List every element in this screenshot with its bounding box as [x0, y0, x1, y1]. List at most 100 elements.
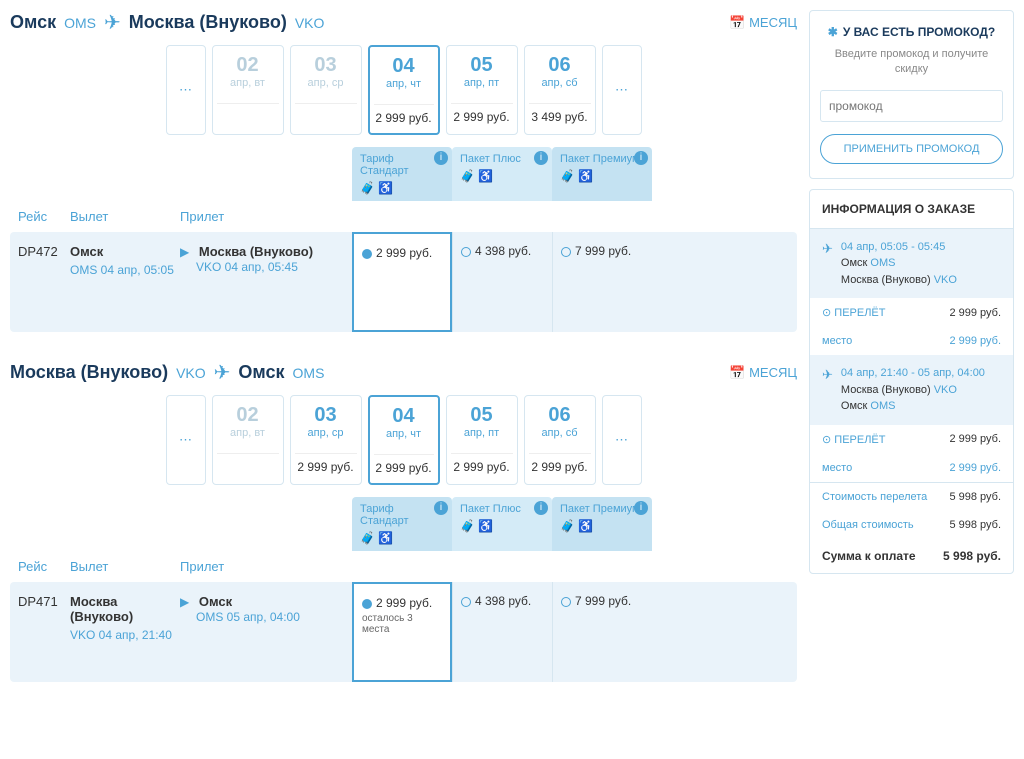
fare-icons: 🧳 ♿ — [560, 169, 644, 183]
date-sub: апр, сб — [529, 427, 591, 439]
date-price: 2 999 руб. — [374, 454, 434, 475]
col-flight: Рейс — [10, 209, 70, 224]
date-card[interactable]: 04 апр, чт 2 999 руб. — [368, 395, 440, 485]
fare-column-header[interactable]: Тариф Стандартi🧳 ♿ — [352, 147, 452, 201]
info-icon[interactable]: i — [434, 501, 448, 515]
fare-note: осталось 3 места — [362, 613, 442, 635]
date-price: 2 999 руб. — [451, 453, 513, 474]
column-headers: Рейс Вылет Прилет — [10, 201, 797, 232]
date-sub: апр, сб — [529, 77, 591, 89]
info-icon[interactable]: i — [534, 501, 548, 515]
info-icon[interactable]: i — [634, 501, 648, 515]
fare-option[interactable]: 7 999 руб. — [552, 582, 652, 682]
month-link[interactable]: 📅 МЕСЯЦ — [729, 15, 797, 31]
dep-detail: OMS 04 апр, 05:05 — [70, 262, 180, 279]
fare-column-header[interactable]: Пакет Премиумi🧳 ♿ — [552, 497, 652, 551]
apply-promo-button[interactable]: ПРИМЕНИТЬ ПРОМОКОД — [820, 134, 1003, 164]
promo-input[interactable] — [820, 90, 1003, 122]
date-day: 02 — [217, 404, 279, 427]
route-header: Москва (Внуково) VKO ✈ Омск OMS 📅 МЕСЯЦ — [10, 360, 797, 385]
date-price — [295, 103, 357, 117]
order-segment-1: ✈ 04 апр, 05:05 - 05:45 Омск OMS Москва … — [810, 229, 1013, 299]
col-dep: Вылет — [70, 209, 180, 224]
dep-city: Москва (Внуково) — [70, 594, 180, 624]
date-prev[interactable]: ⋯ — [166, 45, 206, 135]
plane-icon: ✈ — [214, 360, 231, 385]
date-day: 03 — [295, 404, 357, 427]
to-city: Омск — [238, 362, 284, 383]
seg1-time: 04 апр, 05:05 - 05:45 — [841, 239, 957, 256]
seg2-to: Омск OMS — [841, 398, 985, 415]
date-card[interactable]: 04 апр, чт 2 999 руб. — [368, 45, 440, 135]
fare-icons: 🧳 ♿ — [360, 181, 444, 195]
seg1-from: Омск OMS — [841, 255, 957, 272]
promo-box: ✱У ВАС ЕСТЬ ПРОМОКОД? Введите промокод и… — [809, 10, 1014, 179]
radio-icon — [461, 597, 471, 607]
date-card[interactable]: 05 апр, пт 2 999 руб. — [446, 395, 518, 485]
fare-option[interactable]: 4 398 руб. — [452, 582, 552, 682]
fare-column-header[interactable]: Пакет Премиумi🧳 ♿ — [552, 147, 652, 201]
arrow-icon: ▶ — [180, 245, 189, 259]
fare-option[interactable]: 7 999 руб. — [552, 232, 652, 332]
column-headers: Рейс Вылет Прилет — [10, 551, 797, 582]
date-sub: апр, вт — [217, 427, 279, 439]
fare-column-header[interactable]: Тариф Стандартi🧳 ♿ — [352, 497, 452, 551]
date-card[interactable]: 03 апр, ср — [290, 45, 362, 135]
fare-icons: 🧳 ♿ — [460, 519, 544, 533]
date-card[interactable]: 06 апр, сб 3 499 руб. — [524, 45, 596, 135]
date-price: 2 999 руб. — [451, 103, 513, 124]
date-card[interactable]: 02 апр, вт — [212, 45, 284, 135]
fare-header: Тариф Стандартi🧳 ♿Пакет Плюсi🧳 ♿Пакет Пр… — [352, 497, 797, 551]
info-icon[interactable]: i — [634, 151, 648, 165]
date-next[interactable]: ⋯ — [602, 395, 642, 485]
to-city: Москва (Внуково) — [129, 12, 287, 33]
date-next[interactable]: ⋯ — [602, 45, 642, 135]
date-sub: апр, ср — [295, 77, 357, 89]
fare-icons: 🧳 ♿ — [360, 531, 444, 545]
arrival: ▶ Москва (Внуково) VKO 04 апр, 05:45 — [180, 244, 313, 320]
order-seat-1: место2 999 руб. — [810, 327, 1013, 355]
date-day: 06 — [529, 404, 591, 427]
date-day: 06 — [529, 54, 591, 77]
fare-column-header[interactable]: Пакет Плюсi🧳 ♿ — [452, 147, 552, 201]
date-sub: апр, ср — [295, 427, 357, 439]
fare-column-header[interactable]: Пакет Плюсi🧳 ♿ — [452, 497, 552, 551]
order-total: Общая стоимость5 998 руб. — [810, 511, 1013, 539]
order-flight-1: ⊙ ПЕРЕЛЁТ2 999 руб. — [810, 298, 1013, 327]
date-price: 2 999 руб. — [374, 104, 434, 125]
date-day: 05 — [451, 404, 513, 427]
order-info: ИНФОРМАЦИЯ О ЗАКАЗЕ ✈ 04 апр, 05:05 - 05… — [809, 189, 1014, 574]
col-arr: Прилет — [180, 209, 352, 224]
plane-icon: ✈ — [104, 10, 121, 35]
fare-icons: 🧳 ♿ — [560, 519, 644, 533]
to-code: OMS — [293, 365, 325, 381]
fare-header: Тариф Стандартi🧳 ♿Пакет Плюсi🧳 ♿Пакет Пр… — [352, 147, 797, 201]
date-sub: апр, чт — [374, 428, 434, 440]
info-icon[interactable]: i — [434, 151, 448, 165]
date-day: 04 — [374, 405, 434, 428]
flight-info: DP471 Москва (Внуково) VKO 04 апр, 21:40… — [10, 582, 352, 682]
date-sub: апр, вт — [217, 77, 279, 89]
date-card[interactable]: 06 апр, сб 2 999 руб. — [524, 395, 596, 485]
month-link[interactable]: 📅 МЕСЯЦ — [729, 365, 797, 381]
arr-city: Москва (Внуково) — [199, 244, 313, 259]
fare-option[interactable]: 2 999 руб. — [352, 232, 452, 332]
date-picker: ⋯ 02 апр, вт 03 апр, ср 04 апр, чт 2 999… — [10, 45, 797, 135]
fare-option[interactable]: 4 398 руб. — [452, 232, 552, 332]
seg1-to: Москва (Внуково) VKO — [841, 272, 957, 289]
flight-number: DP471 — [18, 594, 70, 670]
fare-icons: 🧳 ♿ — [460, 169, 544, 183]
seg2-from: Москва (Внуково) VKO — [841, 382, 985, 399]
arr-detail: OMS 05 апр, 04:00 — [196, 609, 300, 626]
date-sub: апр, чт — [374, 78, 434, 90]
fare-option[interactable]: 2 999 руб.осталось 3 места — [352, 582, 452, 682]
date-card[interactable]: 03 апр, ср 2 999 руб. — [290, 395, 362, 485]
arrival: ▶ Омск OMS 05 апр, 04:00 — [180, 594, 300, 670]
date-sub: апр, пт — [451, 427, 513, 439]
date-prev[interactable]: ⋯ — [166, 395, 206, 485]
radio-icon — [561, 247, 571, 257]
to-code: VKO — [295, 15, 325, 31]
date-card[interactable]: 02 апр, вт — [212, 395, 284, 485]
date-card[interactable]: 05 апр, пт 2 999 руб. — [446, 45, 518, 135]
info-icon[interactable]: i — [534, 151, 548, 165]
